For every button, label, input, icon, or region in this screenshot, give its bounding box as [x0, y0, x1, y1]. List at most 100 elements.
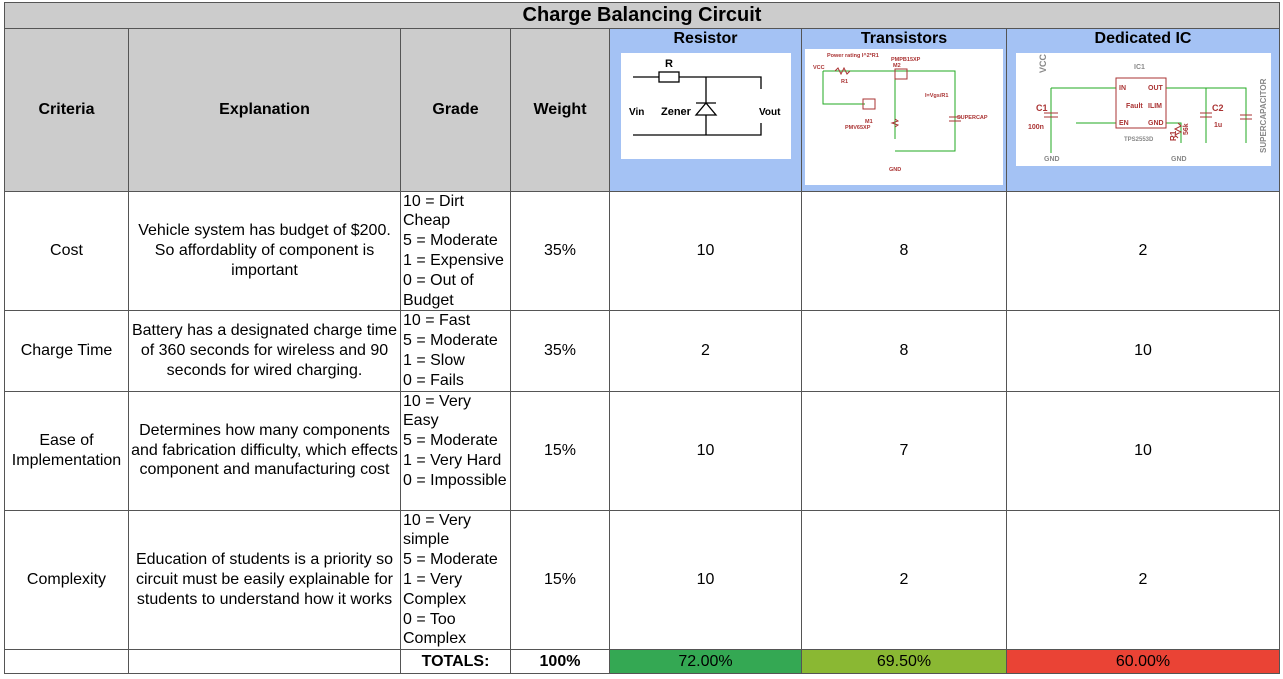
header-cell: Grade: [400, 28, 511, 192]
grade-line: 5 = Moderate: [403, 332, 498, 350]
table-cell: 10: [609, 190, 802, 312]
diagram-label: GND: [1044, 156, 1060, 163]
diagram-label: SUPERCAPACITOR: [1259, 78, 1268, 153]
ic-schematic: VCC IC1 IN OUT Fault ILIM EN GND C1 100n…: [1015, 52, 1271, 166]
diagram-label: Zener: [661, 106, 692, 118]
diagram-label: ILIM: [1148, 103, 1162, 110]
table-cell: 7: [801, 390, 1007, 511]
total-value: 72.00%: [609, 649, 802, 675]
table-row: Charge Time Battery has a designated char…: [4, 310, 1280, 392]
table-cell: Charge Time: [4, 310, 129, 392]
table-cell: 2: [801, 509, 1007, 651]
table-cell: 35%: [510, 190, 610, 312]
table-cell: [128, 649, 401, 675]
grade-cell: 10 = Very simple 5 = Moderate 1 = Very Com…: [400, 509, 511, 651]
grade-line: 10 = Very Easy: [403, 392, 472, 430]
diagram-label: C2: [1212, 103, 1224, 113]
totals-label: TOTALS:: [400, 649, 511, 675]
grade-line: 5 = Moderate: [403, 432, 498, 450]
grade-line: 0 = Impossible: [403, 471, 507, 489]
table-cell: Determines how many components and fabri…: [128, 390, 401, 511]
diagram-label: GND: [889, 167, 901, 173]
diagram-label: VCC: [813, 65, 825, 71]
diagram-label: Power rating I^2*R1: [827, 53, 879, 59]
table-cell: 15%: [510, 390, 610, 511]
header-cell: Resistor R Zener Vin Vout: [609, 28, 802, 192]
table-row: Complexity Education of students is a pri…: [4, 509, 1280, 651]
diagram-label: Vout: [759, 107, 781, 118]
decision-matrix: Charge Balancing Circuit Criteria Explan…: [4, 2, 1280, 675]
header-cell: Explanation: [128, 28, 401, 192]
table-cell: [4, 649, 129, 675]
grade-line: 5 = Moderate: [403, 551, 498, 569]
totals-row: TOTALS: 100% 72.00% 69.50% 60.00%: [4, 649, 1280, 675]
diagram-label: GND: [1171, 156, 1187, 163]
grade-line: 10 = Very simple: [403, 511, 472, 549]
totals-weight: 100%: [510, 649, 610, 675]
diagram-label: TPS2553D: [1124, 137, 1154, 143]
diagram-label: M1: [865, 119, 873, 125]
table-cell: 8: [801, 190, 1007, 312]
table-cell: 10: [609, 390, 802, 511]
resistor-schematic: R Zener Vin Vout: [620, 52, 791, 159]
diagram-label: 100n: [1028, 124, 1044, 131]
table-cell: Battery has a designated charge time of …: [128, 310, 401, 392]
diagram-label: M2: [893, 63, 901, 69]
grade-line: 0 = Too Complex: [403, 610, 467, 648]
diagram-label: VCC: [1038, 53, 1048, 73]
total-value: 69.50%: [801, 649, 1007, 675]
diagram-label: I=Vgs/R1: [925, 93, 948, 99]
diagram-label: R1: [1169, 130, 1178, 141]
diagram-label: PMPB15XP: [891, 57, 921, 63]
table-cell: 8: [801, 310, 1007, 392]
diagram-label: OUT: [1148, 85, 1164, 92]
table-cell: Ease of Implementation: [4, 390, 129, 511]
header-label: Dedicated IC: [1094, 30, 1192, 47]
table-cell: 2: [1006, 190, 1280, 312]
diagram-label: 1u: [1214, 122, 1222, 129]
table-cell: 10: [609, 509, 802, 651]
header-cell: Transistors Power rating I^2*R1 PMPB15XP…: [801, 28, 1007, 192]
grade-cell: 10 = Fast 5 = Moderate 1 = Slow 0 = Fails: [400, 310, 511, 392]
diagram-label: IC1: [1134, 64, 1145, 71]
diagram-label: PMV65XP: [845, 125, 871, 131]
table-row: Ease of Implementation Determines how man…: [4, 390, 1280, 511]
grade-line: 10 = Fast: [403, 312, 471, 330]
diagram-label: 56k: [1183, 123, 1190, 135]
table-cell: 10: [1006, 310, 1280, 392]
diagram-label: IN: [1119, 85, 1126, 92]
table-title: Charge Balancing Circuit: [4, 2, 1280, 29]
transistors-schematic: Power rating I^2*R1 PMPB15XP M2 R1 M1 PM…: [805, 48, 1003, 185]
grade-line: 1 = Very Hard: [403, 451, 502, 469]
grade-cell: 10 = Dirt Cheap 5 = Moderate 1 = Expensive…: [400, 190, 511, 312]
diagram-label: Vin: [629, 107, 644, 118]
grade-line: 1 = Expensive: [403, 251, 504, 269]
diagram-label: EN: [1119, 120, 1129, 127]
table-cell: Vehicle system has budget of $200. So af…: [128, 190, 401, 312]
diagram-label: Fault: [1126, 103, 1143, 110]
header-label: Transistors: [860, 30, 948, 47]
diagram-label: GND: [1148, 120, 1164, 127]
grade-line: 0 = Out of Budget: [403, 271, 474, 309]
table-cell: 2: [1006, 509, 1280, 651]
grade-line: 0 = Fails: [403, 371, 464, 389]
table-cell: 10: [1006, 390, 1280, 511]
grade-line: 5 = Moderate: [403, 232, 498, 250]
header-cell: Criteria: [4, 28, 129, 192]
header-cell: Dedicated IC VCC IC1 IN OUT Fault ILIM E…: [1006, 28, 1280, 192]
grade-line: 1 = Very Complex: [403, 570, 467, 608]
grade-cell: 10 = Very Easy 5 = Moderate 1 = Very Hard 0…: [400, 390, 511, 511]
table-cell: 35%: [510, 310, 610, 392]
table-cell: 15%: [510, 509, 610, 651]
grade-line: 1 = Slow: [403, 351, 465, 369]
diagram-label: SUPERCAP: [957, 115, 988, 121]
header-label: Resistor: [673, 30, 738, 47]
table-cell: Complexity: [4, 509, 129, 651]
table-row: Cost Vehicle system has budget of $200. S…: [4, 190, 1280, 312]
table-cell: Education of students is a priority so c…: [128, 509, 401, 651]
grade-line: 10 = Dirt Cheap: [403, 192, 464, 230]
table-cell: Cost: [4, 190, 129, 312]
total-value: 60.00%: [1006, 649, 1280, 675]
header-cell: Weight: [510, 28, 610, 192]
